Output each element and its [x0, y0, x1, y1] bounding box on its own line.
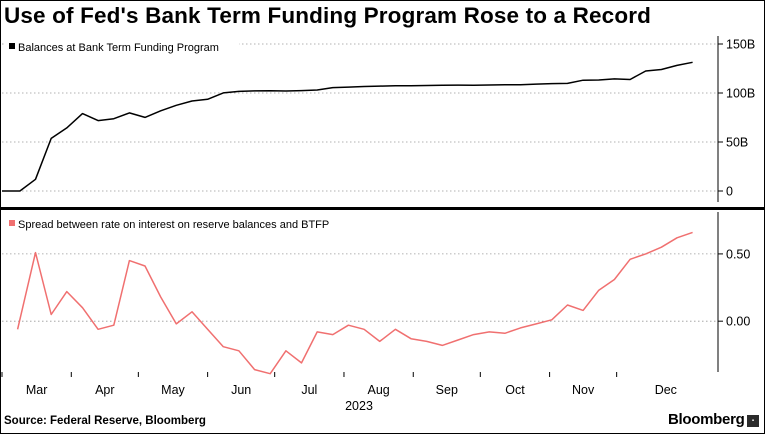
balance-series-line: [2, 61, 693, 192]
x-month-label: Nov: [572, 383, 595, 397]
bloomberg-logo: Bloomberg: [668, 411, 745, 428]
top-legend-label: Balances at Bank Term Funding Program: [18, 42, 219, 54]
x-month-label: Oct: [505, 383, 525, 397]
bottom-legend-box: [4, 214, 367, 234]
y-tick-label: 50B: [726, 136, 748, 150]
top-y-ticks: 0 50B 100B 150B: [718, 38, 755, 199]
y-tick-label: 0: [726, 185, 733, 199]
y-tick-label: 0.00: [726, 315, 750, 329]
chart-title: Use of Fed's Bank Term Funding Program R…: [4, 3, 652, 28]
x-month-label: Jun: [231, 383, 251, 397]
bottom-gridlines: [2, 253, 718, 322]
x-axis-year-label: 2023: [345, 399, 373, 413]
x-month-label: Aug: [367, 383, 389, 397]
x-axis-ticks: Mar Apr May Jun Jul Aug Sep Oct Nov Dec: [1, 372, 677, 397]
spread-series-line: [16, 231, 693, 375]
x-month-label: May: [161, 383, 185, 397]
x-month-label: Apr: [95, 383, 114, 397]
x-month-label: Mar: [26, 383, 48, 397]
x-month-label: Dec: [655, 383, 677, 397]
y-tick-label: 150B: [726, 38, 755, 52]
bottom-legend-label: Spread between rate on interest on reser…: [18, 219, 329, 231]
y-tick-label: 0.50: [726, 247, 750, 261]
y-tick-label: 100B: [726, 87, 755, 101]
x-month-label: Jul: [301, 383, 317, 397]
source-note: Source: Federal Reserve, Bloomberg: [4, 415, 206, 427]
panel-divider: [1, 207, 764, 210]
top-legend-swatch: [9, 43, 15, 49]
bottom-legend-swatch: [9, 220, 15, 226]
top-gridlines: [2, 43, 718, 192]
bloomberg-mark-icon: ▪: [747, 415, 759, 427]
top-legend-box: [4, 37, 239, 57]
x-month-label: Sep: [436, 383, 458, 397]
bottom-y-ticks: 0.00 0.50: [718, 247, 750, 329]
